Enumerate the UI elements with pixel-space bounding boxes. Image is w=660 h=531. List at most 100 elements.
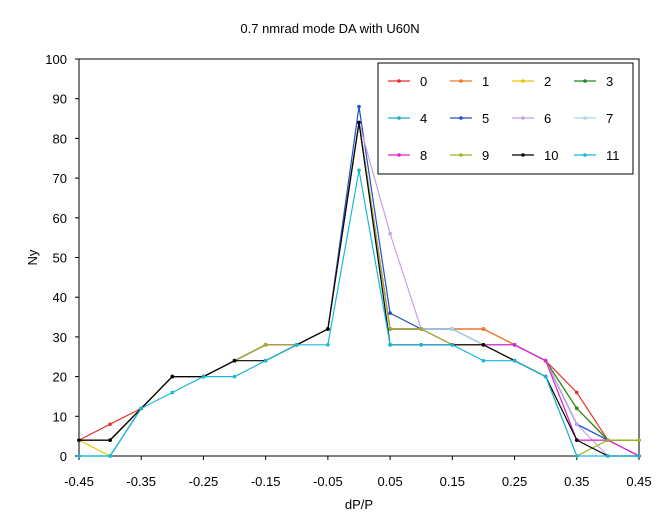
data-point <box>108 422 112 427</box>
y-tick-label: 60 <box>53 211 67 226</box>
data-point <box>512 358 517 363</box>
data-point <box>263 343 268 347</box>
x-tick-label: 0.05 <box>377 474 402 489</box>
data-point <box>419 327 424 331</box>
legend-marker <box>521 116 525 120</box>
data-point <box>606 454 610 458</box>
legend: 0 1 2 3 4 5 6 7 8 9 10 11 <box>377 62 634 175</box>
legend-marker <box>521 153 525 157</box>
legend-item-6: 6 <box>512 111 551 126</box>
legend-item-0: 0 <box>388 74 427 89</box>
data-point <box>232 358 237 363</box>
data-point <box>326 343 330 347</box>
chart-title: 0.7 nmrad mode DA with U60N <box>240 21 419 36</box>
data-point <box>108 454 112 458</box>
data-point <box>481 358 486 363</box>
legend-item-10: 10 <box>512 148 558 163</box>
legend-item-4: 4 <box>388 111 427 126</box>
legend-label: 5 <box>482 111 489 126</box>
data-point <box>637 454 641 458</box>
data-point <box>450 343 455 347</box>
legend-item-7: 7 <box>574 111 613 126</box>
legend-marker <box>459 79 463 83</box>
data-point <box>170 374 175 379</box>
data-point <box>108 438 112 442</box>
data-point <box>388 231 392 236</box>
legend-label: 7 <box>606 111 613 126</box>
legend-label: 1 <box>482 74 489 89</box>
legend-marker <box>459 116 463 120</box>
data-point <box>574 406 579 411</box>
y-tick-label: 90 <box>53 92 67 107</box>
data-point <box>574 438 579 442</box>
legend-label: 3 <box>606 74 613 89</box>
data-point <box>388 327 392 331</box>
series-11 <box>77 168 641 458</box>
x-tick-label: 0.35 <box>564 474 589 489</box>
legend-item-2: 2 <box>512 74 551 89</box>
x-tick-label: -0.05 <box>313 474 343 489</box>
legend-item-3: 3 <box>574 74 613 89</box>
data-point <box>357 104 361 109</box>
y-tick-label: 10 <box>53 409 67 424</box>
legend-label: 2 <box>544 74 551 89</box>
data-point <box>326 327 330 331</box>
data-point <box>77 438 81 442</box>
y-tick-label: 40 <box>53 290 67 305</box>
legend-marker <box>583 116 587 120</box>
data-point <box>139 406 144 411</box>
legend-marker <box>459 153 463 157</box>
data-point <box>543 358 548 363</box>
data-point <box>388 311 392 315</box>
x-axis-label: dP/P <box>345 497 373 512</box>
y-tick-label: 80 <box>53 131 67 146</box>
data-point <box>512 343 517 347</box>
data-point <box>170 390 175 395</box>
legend-label: 6 <box>544 111 551 126</box>
legend-item-11: 11 <box>574 148 620 163</box>
data-point <box>357 120 361 125</box>
data-point <box>450 327 455 331</box>
series-line <box>79 170 639 457</box>
legend-item-1: 1 <box>450 74 489 89</box>
y-tick-label: 20 <box>53 370 67 385</box>
y-tick-label: 30 <box>53 330 67 345</box>
series-layer <box>77 104 641 458</box>
legend-marker <box>583 79 587 83</box>
legend-item-8: 8 <box>388 148 427 163</box>
y-tick-label: 50 <box>53 251 67 266</box>
data-point <box>574 390 579 395</box>
data-point <box>481 327 486 331</box>
legend-label: 10 <box>544 148 558 163</box>
data-point <box>388 343 392 347</box>
legend-label: 11 <box>606 148 620 163</box>
legend-label: 4 <box>420 111 427 126</box>
data-point <box>357 168 361 172</box>
data-point <box>543 374 548 379</box>
data-point <box>419 343 424 347</box>
x-tick-label: 0.15 <box>440 474 465 489</box>
data-point <box>77 454 81 458</box>
x-axis: -0.45 -0.35 -0.25 -0.15 -0.05 0.05 0.15 0.25 0.3… <box>64 456 652 489</box>
legend-label: 9 <box>482 148 489 163</box>
data-point <box>606 438 610 442</box>
y-tick-label: 0 <box>60 449 67 464</box>
legend-marker <box>521 79 525 83</box>
y-axis-label: Ny <box>25 249 40 265</box>
legend-item-9: 9 <box>450 148 489 163</box>
x-tick-label: 0.45 <box>626 474 651 489</box>
data-point <box>294 343 299 347</box>
data-point <box>481 343 486 347</box>
data-point <box>574 454 579 458</box>
legend-marker <box>583 153 587 157</box>
y-tick-label: 100 <box>45 52 67 67</box>
data-point <box>637 438 641 442</box>
legend-marker <box>397 153 401 157</box>
legend-marker <box>397 116 401 120</box>
data-point <box>232 374 237 379</box>
x-tick-label: 0.25 <box>502 474 527 489</box>
data-point <box>574 422 579 427</box>
legend-label: 0 <box>420 74 427 89</box>
legend-label: 8 <box>420 148 427 163</box>
